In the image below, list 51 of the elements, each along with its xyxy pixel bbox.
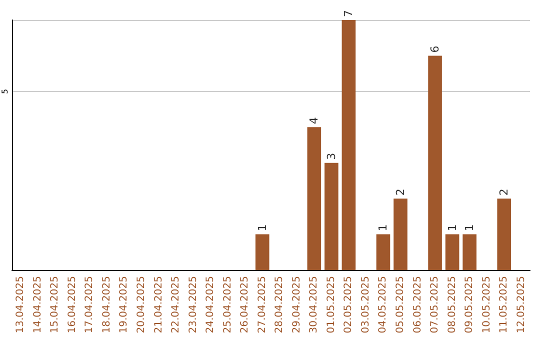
- data-label: 1: [446, 224, 459, 232]
- x-tick-label: 07.05.2025: [430, 276, 441, 334]
- x-tick-label: 10.05.2025: [481, 276, 492, 334]
- x-tick-label: 08.05.2025: [446, 276, 458, 334]
- bar: [394, 198, 408, 270]
- y-tick-label: 5: [0, 88, 10, 94]
- data-label: 1: [256, 224, 269, 232]
- data-label: 7: [342, 10, 356, 17]
- x-tick-label: 03.05.2025: [360, 276, 372, 334]
- x-tick-label: 25.04.2025: [222, 276, 234, 334]
- x-tick-label: 26.04.2025: [240, 276, 251, 334]
- x-tick-label: 21.04.2025: [153, 276, 164, 334]
- data-label: 6: [428, 46, 442, 53]
- x-tick-label: 11.05.2025: [498, 276, 510, 334]
- x-tick-label: 04.05.2025: [378, 276, 389, 334]
- x-tick-label: 27.04.2025: [256, 276, 268, 334]
- x-tick-label: 01.05.2025: [326, 276, 337, 334]
- x-tick-label: 19.04.2025: [118, 276, 130, 334]
- x-tick-label: 17.04.2025: [84, 276, 96, 334]
- x-tick-label: 24.04.2025: [205, 276, 216, 334]
- x-tick-label: 20.04.2025: [136, 276, 147, 334]
- data-label: 4: [308, 117, 321, 124]
- x-tick-label: 15.04.2025: [50, 276, 61, 334]
- data-label: 2: [498, 188, 511, 196]
- x-tick-label: 28.04.2025: [274, 276, 286, 334]
- data-label: 3: [324, 152, 338, 160]
- x-tick-label: 06.05.2025: [412, 276, 424, 334]
- bar: [255, 234, 270, 270]
- bar: [497, 198, 512, 270]
- x-tick-label: 22.04.2025: [170, 276, 182, 334]
- bar: [445, 234, 460, 270]
- bar: [324, 162, 338, 270]
- x-tick-label: 30.04.2025: [308, 276, 320, 334]
- data-label: 2: [394, 188, 407, 196]
- data-label: 1: [376, 224, 390, 232]
- bar: [428, 56, 442, 270]
- x-tick-label: 14.04.2025: [32, 276, 44, 334]
- x-tick-label: 13.04.2025: [15, 276, 26, 334]
- bar: [376, 234, 390, 270]
- x-tick-label: 05.05.2025: [395, 276, 406, 334]
- x-tick-label: 16.04.2025: [66, 276, 78, 334]
- bar: [342, 20, 356, 270]
- x-tick-label: 29.04.2025: [291, 276, 302, 334]
- bar: [307, 127, 322, 270]
- x-tick-label: 23.04.2025: [188, 276, 199, 334]
- x-tick-label: 12.05.2025: [516, 276, 527, 334]
- data-label: 1: [463, 224, 476, 232]
- x-tick-label: 09.05.2025: [464, 276, 476, 334]
- x-tick-label: 18.04.2025: [101, 276, 112, 334]
- bar: [462, 234, 476, 270]
- x-tick-label: 02.05.2025: [343, 276, 354, 334]
